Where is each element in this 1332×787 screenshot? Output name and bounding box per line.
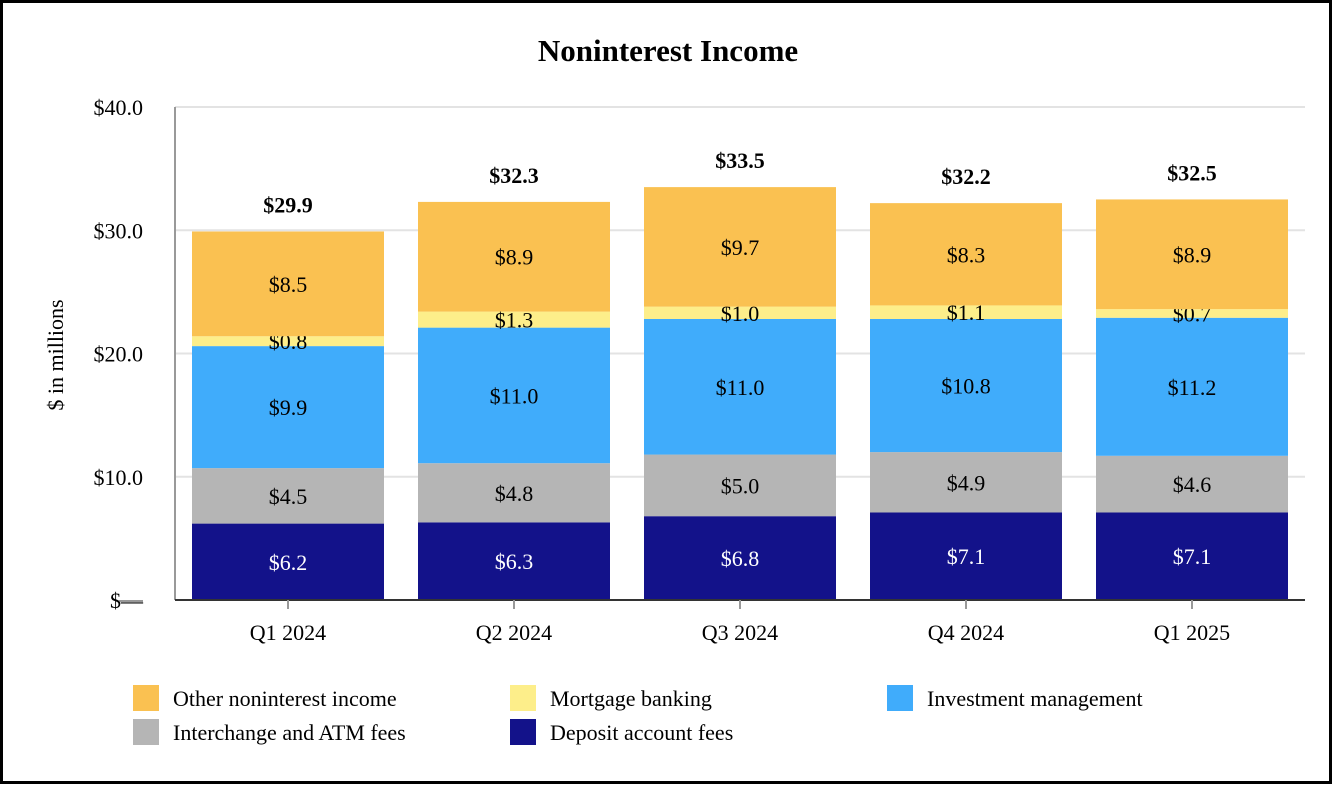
data-label: $11.0 <box>716 375 765 400</box>
bar-segment <box>644 187 836 307</box>
bar-segment <box>1096 512 1288 600</box>
legend-item: Mortgage banking <box>510 685 712 711</box>
x-tick-label: Q3 2024 <box>702 620 778 645</box>
bar-segment <box>192 346 384 469</box>
data-label: $8.3 <box>947 242 986 267</box>
y-tick-label: $20.0 <box>94 342 144 367</box>
data-label: $9.9 <box>269 395 308 420</box>
bar-segment <box>644 454 836 517</box>
legend-label: Other noninterest income <box>173 686 397 711</box>
x-tick-label: Q4 2024 <box>928 620 1004 645</box>
data-label: $4.6 <box>1173 472 1212 497</box>
bar-segment <box>192 468 384 524</box>
data-label: $11.0 <box>490 383 539 408</box>
total-label: $33.5 <box>715 148 765 173</box>
total-label: $29.9 <box>263 192 313 217</box>
bar-segment <box>870 305 1062 319</box>
bar-segment <box>192 231 384 337</box>
data-label: $1.3 <box>495 308 534 333</box>
legend-item: Other noninterest income <box>133 685 397 711</box>
bar-segment <box>870 203 1062 306</box>
bar-segment <box>870 452 1062 513</box>
total-label: $32.5 <box>1167 160 1217 185</box>
data-label: $10.8 <box>941 374 991 399</box>
bar-segment <box>418 522 610 600</box>
data-label: $8.9 <box>1173 242 1212 267</box>
bar-segment <box>418 311 610 328</box>
bar-segment <box>644 318 836 455</box>
x-tick-label: Q1 2025 <box>1154 620 1230 645</box>
data-label: $7.1 <box>947 544 986 569</box>
legend-label: Mortgage banking <box>550 686 712 711</box>
total-label: $32.2 <box>941 164 991 189</box>
data-label: $9.7 <box>721 235 760 260</box>
data-label: $4.8 <box>495 481 534 506</box>
legend-swatch <box>133 719 159 745</box>
legend-label: Investment management <box>927 686 1143 711</box>
chart-title: Noninterest Income <box>538 33 798 68</box>
bar-segment <box>644 306 836 319</box>
data-label: $6.3 <box>495 549 534 574</box>
bar-segment <box>870 512 1062 600</box>
bar-segment <box>1096 455 1288 513</box>
legend-swatch <box>510 685 536 711</box>
noninterest-income-chart: Noninterest Income $ in millions $6.2 $4.… <box>43 33 1305 745</box>
data-label: $8.9 <box>495 245 534 270</box>
y-axis-label: $ in millions <box>43 299 68 410</box>
legend-label: Interchange and ATM fees <box>173 720 406 745</box>
data-label: $4.9 <box>947 470 986 495</box>
bar-segment <box>644 516 836 600</box>
legend-label: Deposit account fees <box>550 720 733 745</box>
bar-segment <box>418 201 610 312</box>
legend-item: Deposit account fees <box>510 719 733 745</box>
legend-swatch <box>887 685 913 711</box>
total-label: $32.3 <box>489 163 539 188</box>
legend-item: Investment management <box>887 685 1143 711</box>
bar-segment <box>418 327 610 464</box>
bar-segment <box>870 318 1062 453</box>
data-label: $6.2 <box>269 550 308 575</box>
bar-segment <box>1096 317 1288 456</box>
bar-segment <box>1096 309 1288 318</box>
bar-segment <box>418 463 610 523</box>
legend-item: Interchange and ATM fees <box>133 719 406 745</box>
legend-swatch <box>133 685 159 711</box>
bar-segment <box>192 336 384 347</box>
x-tick-label: Q1 2024 <box>250 620 326 645</box>
data-label: $4.5 <box>269 484 308 509</box>
data-label: $8.5 <box>269 272 308 297</box>
legend-swatch <box>510 719 536 745</box>
data-label: $5.0 <box>721 473 760 498</box>
y-tick-label: $30.0 <box>94 218 144 243</box>
bar-segment <box>192 523 384 600</box>
y-tick-label: $10.0 <box>94 465 144 490</box>
y-tick-label: $40.0 <box>94 95 144 120</box>
x-tick-label: Q2 2024 <box>476 620 552 645</box>
data-label: $7.1 <box>1173 544 1212 569</box>
bar-segment <box>1096 199 1288 310</box>
data-label: $11.2 <box>1168 375 1217 400</box>
data-label: $6.8 <box>721 546 760 571</box>
